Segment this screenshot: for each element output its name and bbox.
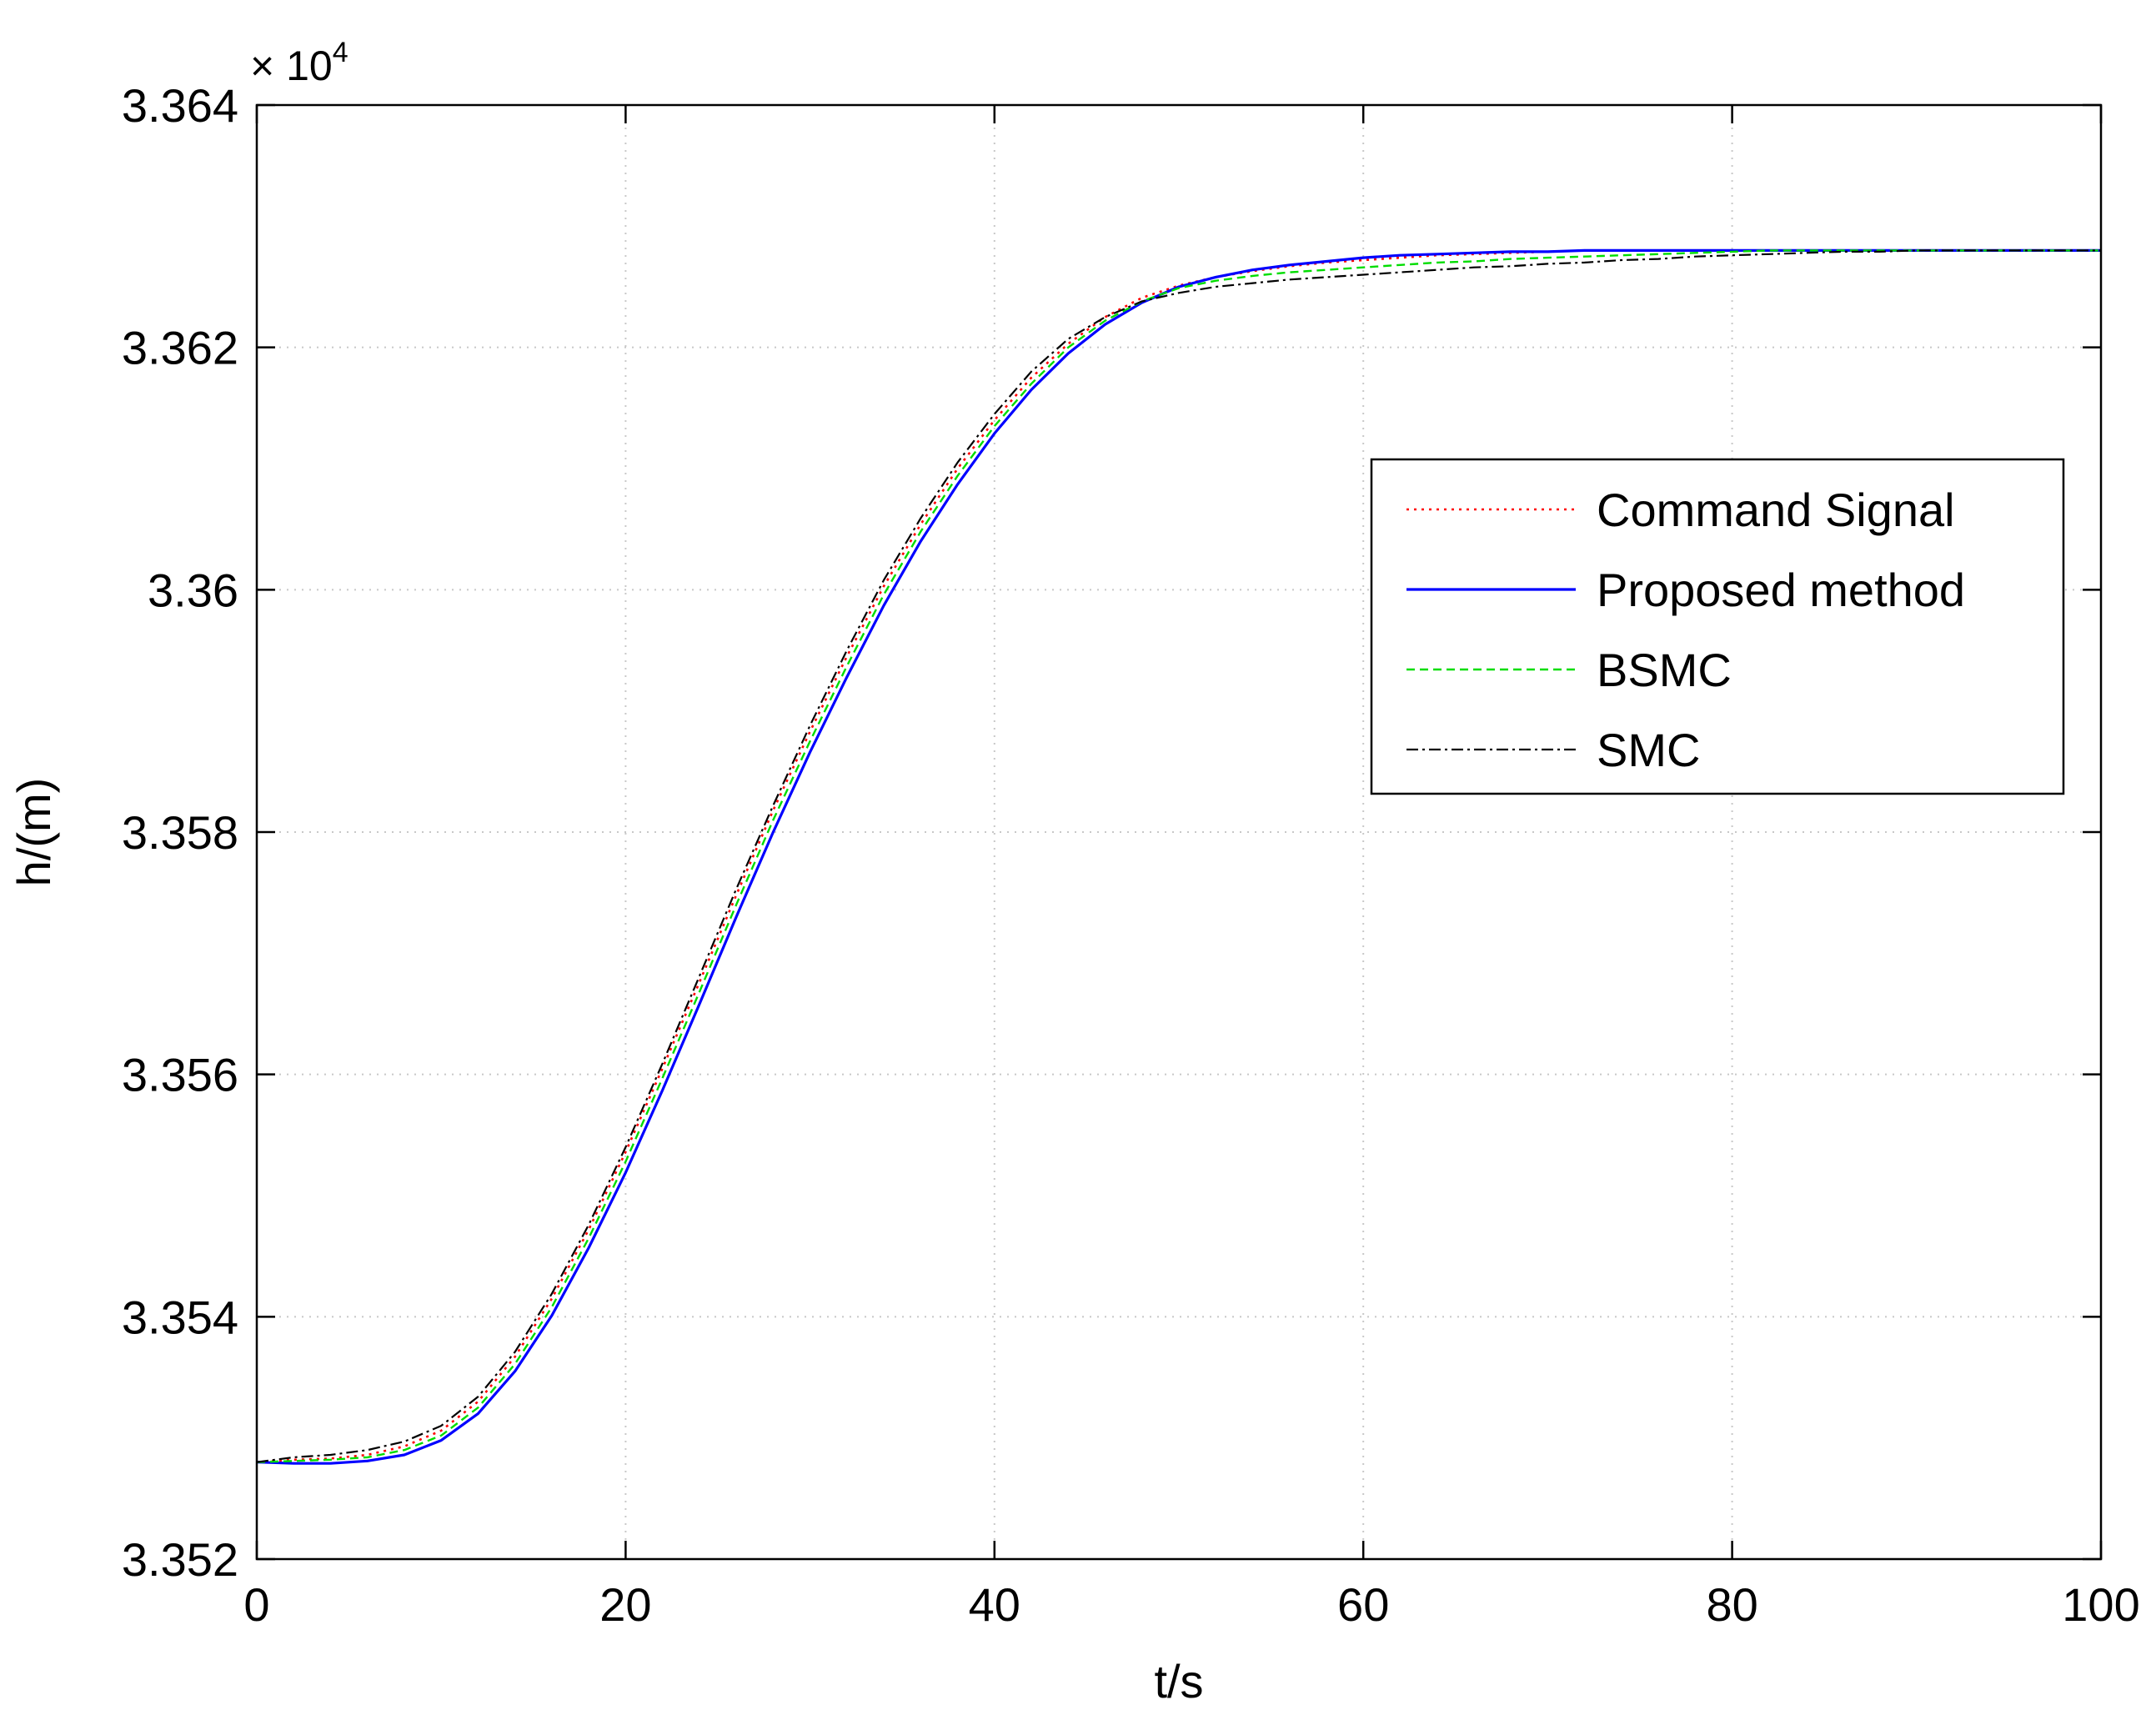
- legend-box: [1370, 458, 2065, 795]
- y-axis-label: h/(m): [8, 778, 60, 887]
- series-line-bsmc: [256, 249, 2101, 1463]
- y-tick-label: 3.36: [148, 564, 238, 616]
- plot-lines: [256, 248, 2101, 1465]
- x-tick-label: 20: [599, 1578, 651, 1631]
- y-tick-label: 3.362: [122, 322, 238, 374]
- x-tick-label: 0: [243, 1578, 269, 1631]
- legend-label: Command Signal: [1597, 484, 1955, 536]
- x-tick-label: 80: [1706, 1578, 1757, 1631]
- y-tick-label: 3.352: [122, 1533, 238, 1586]
- legend-label: Proposed method: [1597, 564, 1965, 616]
- x-tick-label: 60: [1337, 1578, 1389, 1631]
- series-line-smc: [256, 249, 2101, 1463]
- x-tick-label: 100: [2062, 1578, 2139, 1631]
- y-tick-label: 3.354: [122, 1291, 238, 1343]
- axis-ticks: 0 20 40 60 80 100 3.352 3.354 3.356 3.358 3.36 3.36…: [122, 79, 2140, 1631]
- y-axis-exponent-base: × 10: [250, 43, 333, 89]
- y-axis-exponent-label: × 104: [250, 37, 348, 89]
- y-tick-label: 3.364: [122, 79, 238, 132]
- y-tick-label: 3.356: [122, 1049, 238, 1101]
- series-line-proposed-method: [256, 248, 2101, 1465]
- y-tick-label: 3.358: [122, 806, 238, 859]
- legend: Command Signal Proposed method BSMC SMC: [1370, 458, 2065, 795]
- x-axis-label: t/s: [1154, 1655, 1203, 1707]
- legend-label: BSMC: [1597, 644, 1732, 696]
- y-axis-exponent-power: 4: [333, 37, 348, 68]
- legend-label: SMC: [1597, 724, 1700, 776]
- x-tick-label: 40: [969, 1578, 1020, 1631]
